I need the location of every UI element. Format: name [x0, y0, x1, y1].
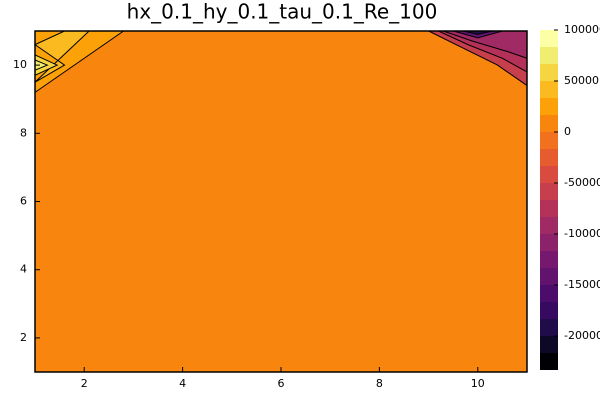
colorbar-band: [540, 251, 558, 268]
chart-title: hx_0.1_hy_0.1_tau_0.1_Re_100: [127, 0, 438, 24]
colorbar-band: [540, 302, 558, 319]
colorbar-tick-label: -150000: [564, 278, 600, 291]
colorbar-band: [540, 183, 558, 201]
colorbar-band: [540, 165, 558, 184]
colorbar-tick-label: 0: [564, 125, 571, 138]
y-tick-label: 4: [20, 263, 27, 276]
colorbar-band: [540, 267, 558, 286]
colorbar-band: [540, 318, 558, 337]
x-tick-label: 8: [376, 377, 383, 390]
colorbar-tick-label: -50000: [564, 176, 600, 189]
y-tick-label: 2: [20, 331, 27, 344]
colorbar-band: [540, 234, 558, 252]
colorbar-tick-label: 50000: [564, 74, 599, 87]
colorbar-band: [540, 336, 558, 354]
y-tick-label: 10: [13, 58, 27, 71]
colorbar-band: [540, 30, 558, 48]
colorbar-band: [540, 285, 558, 303]
y-tick-label: 6: [20, 195, 27, 208]
contour-region: [35, 31, 527, 372]
colorbar-band: [540, 149, 558, 166]
x-tick-label: 6: [278, 377, 285, 390]
colorbar-band: [540, 353, 558, 370]
colorbar-band: [540, 47, 558, 64]
colorbar-band: [540, 200, 558, 217]
x-tick-label: 4: [179, 377, 186, 390]
colorbar-tick-label: 100000: [564, 23, 600, 36]
colorbar-tick-label: -100000: [564, 227, 600, 240]
colorbar-band: [540, 98, 558, 115]
colorbar-band: [540, 114, 558, 133]
colorbar-band: [540, 81, 558, 99]
colorbar-tick-label: -200000: [564, 329, 600, 342]
x-tick-label: 10: [471, 377, 485, 390]
y-tick-label: 8: [20, 126, 27, 139]
x-tick-label: 2: [81, 377, 88, 390]
colorbar-band: [540, 132, 558, 150]
colorbar-band: [540, 63, 558, 82]
colorbar-band: [540, 216, 558, 235]
